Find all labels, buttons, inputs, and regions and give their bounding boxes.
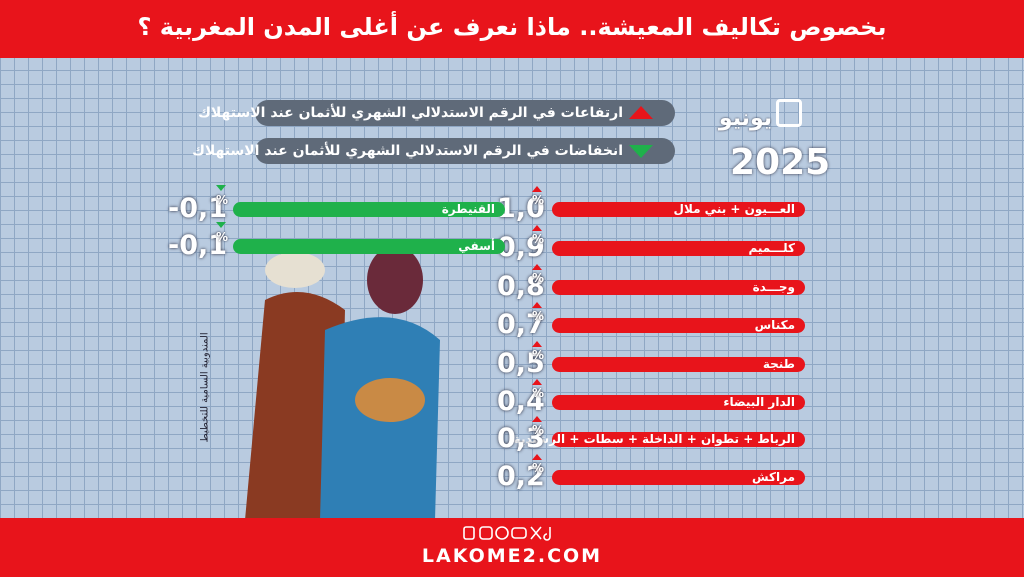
header-band: [0, 0, 1024, 58]
up-marker: [532, 225, 542, 231]
source: المندوبية السامية للتخطيط: [199, 332, 211, 443]
decrease-value: -0,1: [168, 230, 228, 261]
instagram-icon: [479, 526, 493, 540]
increase-bar: مراكش: [552, 470, 805, 485]
facebook-icon: [463, 526, 475, 540]
legend-decrease: انخفاضات في الرقم الاستدلالي الشهري للأث…: [192, 138, 675, 164]
unit: %: [532, 232, 545, 246]
up-marker: [532, 341, 542, 347]
unit: %: [532, 348, 545, 362]
increase-value: 0,2: [497, 461, 545, 492]
photo-placeholder: [245, 246, 440, 520]
bread: [355, 378, 425, 422]
headscarf: [367, 246, 423, 314]
increase-bar: الدار البيضاء: [552, 395, 805, 410]
unit: %: [216, 230, 229, 244]
increase-bar: وجـــدة: [552, 280, 805, 295]
tiktok-icon: [543, 527, 551, 541]
increase-bar: مكناس: [552, 318, 805, 333]
increase-bar: طنجة: [552, 357, 805, 372]
unit: %: [532, 461, 545, 475]
decrease-bar: القنيطرة: [233, 202, 505, 217]
increase-value: 0,7: [497, 309, 545, 340]
up-marker: [532, 454, 542, 460]
up-marker: [532, 186, 542, 192]
unit: %: [532, 193, 545, 207]
month: يونيو: [718, 106, 772, 131]
up-marker: [532, 379, 542, 385]
down-icon: [629, 145, 653, 158]
increase-value: 0,9: [497, 232, 545, 263]
increase-bar: الرباط + تطوان + الداخلة + سطات + الرشيد…: [514, 432, 805, 447]
legend-text: ارتفاعات في الرقم الاستدلالي الشهري للأث…: [198, 105, 623, 121]
increase-value: 0,4: [497, 386, 545, 417]
down-marker: [216, 185, 226, 191]
increase-bar: العـــيون + بني ملال: [552, 202, 805, 217]
decrease-bar: أسفي: [233, 239, 505, 254]
decrease-value: -0,1: [168, 193, 228, 224]
unit: %: [532, 271, 545, 285]
increase-value: 0,3: [497, 423, 545, 454]
year: 2025: [730, 142, 831, 183]
up-marker: [532, 302, 542, 308]
increase-bar: كلـــميم: [552, 241, 805, 256]
social-icons: [463, 526, 551, 541]
up-marker: [532, 264, 542, 270]
down-marker: [216, 222, 226, 228]
figure: [245, 292, 345, 520]
calendar-icon: [776, 99, 802, 127]
legend-text: انخفاضات في الرقم الاستدلالي الشهري للأث…: [192, 143, 623, 159]
x-icon: [530, 526, 542, 540]
increase-value: 0,8: [497, 271, 545, 302]
unit: %: [532, 386, 545, 400]
whatsapp-icon: [495, 526, 509, 540]
cap: [265, 252, 325, 288]
title: بخصوص تكاليف المعيشة.. ماذا نعرف عن أغلى…: [137, 13, 887, 41]
unit: %: [216, 193, 229, 207]
increase-value: 0,5: [497, 348, 545, 379]
up-marker: [532, 416, 542, 422]
site-name: LAKOME2.COM: [421, 545, 603, 567]
up-icon: [629, 106, 653, 119]
youtube-icon: [511, 527, 527, 539]
legend-increase: ارتفاعات في الرقم الاستدلالي الشهري للأث…: [198, 100, 675, 126]
unit: %: [532, 309, 545, 323]
unit: %: [532, 423, 545, 437]
footer-band: [0, 518, 1024, 577]
